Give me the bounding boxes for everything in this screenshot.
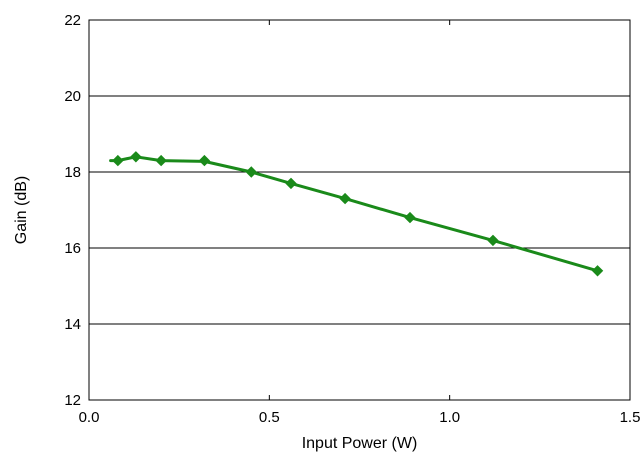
data-point	[339, 192, 351, 205]
y-tick-label: 18	[64, 164, 81, 181]
x-tick-label: 1.5	[620, 409, 641, 426]
y-tick-label: 14	[64, 316, 81, 333]
x-tick-label: 0.5	[259, 409, 280, 426]
data-point	[487, 234, 499, 247]
data-point	[285, 177, 297, 190]
series-line	[109, 155, 599, 273]
series-layer	[109, 151, 604, 277]
data-point	[245, 166, 258, 178]
plot-frame	[88, 19, 631, 401]
tick-labels: 12 14 16 18 20 22 0.0 0.5 1.0 1.5	[64, 12, 640, 426]
y-axis-label: Gain (dB)	[13, 176, 30, 244]
data-point	[198, 154, 211, 167]
y-tick-label: 20	[64, 88, 81, 105]
x-tick-label: 1.0	[439, 409, 460, 426]
y-tick-label: 16	[64, 240, 81, 257]
y-tick-label: 22	[64, 12, 81, 29]
x-tick-label: 0.0	[79, 409, 100, 426]
y-tick-label: 12	[64, 392, 81, 409]
data-point	[112, 154, 124, 167]
data-point	[591, 265, 604, 277]
data-point	[155, 154, 167, 167]
gridlines	[89, 95, 630, 325]
x-axis-label: Input Power (W)	[302, 435, 418, 452]
data-point	[404, 211, 416, 224]
data-point	[130, 151, 142, 163]
axis-ticks	[88, 19, 631, 401]
